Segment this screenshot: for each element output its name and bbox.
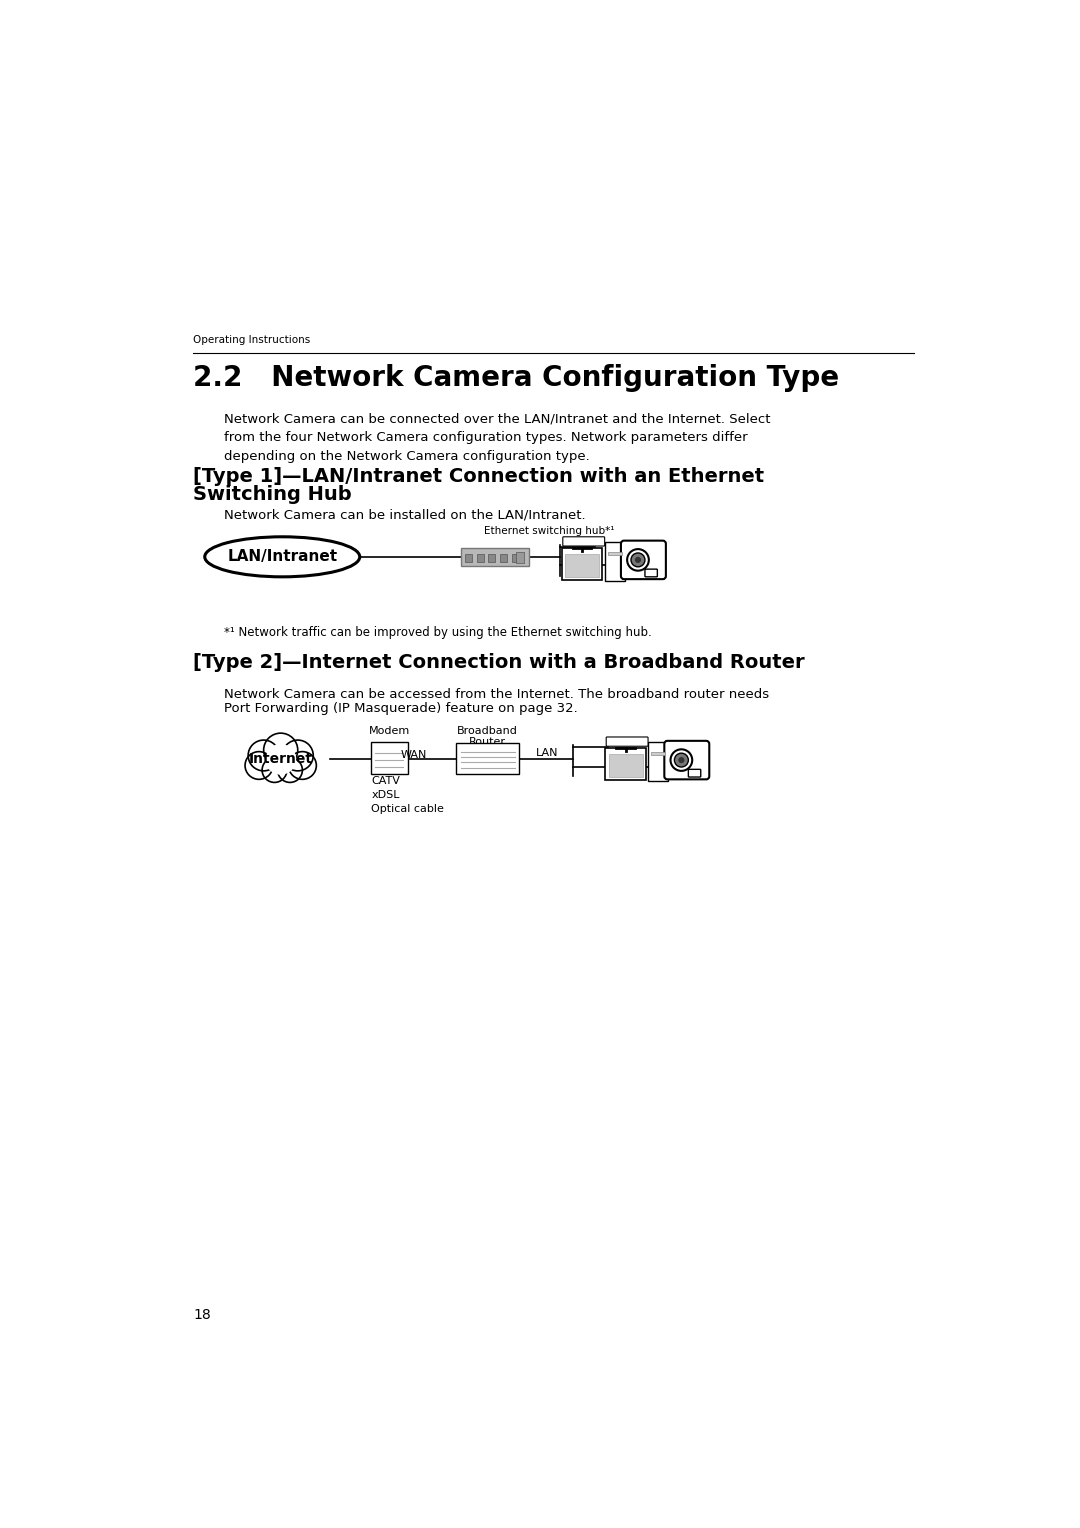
Circle shape <box>262 758 287 782</box>
Circle shape <box>248 740 279 770</box>
FancyBboxPatch shape <box>563 536 605 545</box>
FancyBboxPatch shape <box>516 552 524 562</box>
Text: Port Forwarding (IP Masquerade) feature on page 32.: Port Forwarding (IP Masquerade) feature … <box>225 701 578 715</box>
FancyBboxPatch shape <box>370 741 408 775</box>
FancyBboxPatch shape <box>608 552 622 555</box>
Text: [Type 2]—Internet Connection with a Broadband Router: [Type 2]—Internet Connection with a Broa… <box>193 652 805 672</box>
Text: Broadband: Broadband <box>457 726 518 736</box>
Text: Internet: Internet <box>248 752 313 767</box>
Circle shape <box>678 756 685 762</box>
FancyBboxPatch shape <box>621 541 666 579</box>
FancyBboxPatch shape <box>460 547 529 565</box>
FancyBboxPatch shape <box>608 753 643 778</box>
Circle shape <box>288 752 316 779</box>
Circle shape <box>245 752 273 779</box>
Circle shape <box>266 744 296 775</box>
Text: WAN: WAN <box>401 750 428 759</box>
Text: Router: Router <box>469 736 507 747</box>
FancyBboxPatch shape <box>456 743 519 775</box>
Text: Network Camera can be accessed from the Internet. The broadband router needs: Network Camera can be accessed from the … <box>225 688 769 701</box>
FancyBboxPatch shape <box>565 553 599 578</box>
Circle shape <box>674 753 688 767</box>
Circle shape <box>631 553 645 567</box>
Circle shape <box>627 549 649 570</box>
Circle shape <box>282 740 313 770</box>
FancyBboxPatch shape <box>648 743 669 781</box>
Circle shape <box>671 749 692 770</box>
Text: Ethernet switching hub*¹: Ethernet switching hub*¹ <box>484 526 615 536</box>
FancyBboxPatch shape <box>606 747 646 781</box>
Text: Switching Hub: Switching Hub <box>193 486 352 504</box>
Circle shape <box>635 556 642 562</box>
Text: 2.2   Network Camera Configuration Type: 2.2 Network Camera Configuration Type <box>193 364 839 393</box>
Text: LAN/Intranet: LAN/Intranet <box>227 549 337 564</box>
FancyBboxPatch shape <box>488 555 496 562</box>
Ellipse shape <box>205 536 360 578</box>
FancyBboxPatch shape <box>465 555 472 562</box>
Text: LAN: LAN <box>536 749 558 758</box>
Text: Operating Instructions: Operating Instructions <box>193 335 310 345</box>
Text: CATV
xDSL
Optical cable: CATV xDSL Optical cable <box>372 776 444 814</box>
FancyBboxPatch shape <box>476 555 484 562</box>
FancyBboxPatch shape <box>562 547 603 581</box>
FancyBboxPatch shape <box>645 568 658 578</box>
Text: *¹ Network traffic can be improved by using the Ethernet switching hub.: *¹ Network traffic can be improved by us… <box>225 626 652 639</box>
FancyBboxPatch shape <box>605 542 625 581</box>
FancyBboxPatch shape <box>688 769 701 778</box>
FancyBboxPatch shape <box>500 555 507 562</box>
Circle shape <box>264 733 298 767</box>
Text: Network Camera can be connected over the LAN/Intranet and the Internet. Select
f: Network Camera can be connected over the… <box>225 413 771 463</box>
Text: [Type 1]—LAN/Intranet Connection with an Ethernet: [Type 1]—LAN/Intranet Connection with an… <box>193 466 765 486</box>
Circle shape <box>278 758 302 782</box>
FancyBboxPatch shape <box>512 555 518 562</box>
Text: Modem: Modem <box>368 726 409 736</box>
FancyBboxPatch shape <box>606 736 648 746</box>
FancyBboxPatch shape <box>651 752 665 755</box>
FancyBboxPatch shape <box>664 741 710 779</box>
Text: Network Camera can be installed on the LAN/Intranet.: Network Camera can be installed on the L… <box>225 509 585 521</box>
Text: 18: 18 <box>193 1308 211 1322</box>
